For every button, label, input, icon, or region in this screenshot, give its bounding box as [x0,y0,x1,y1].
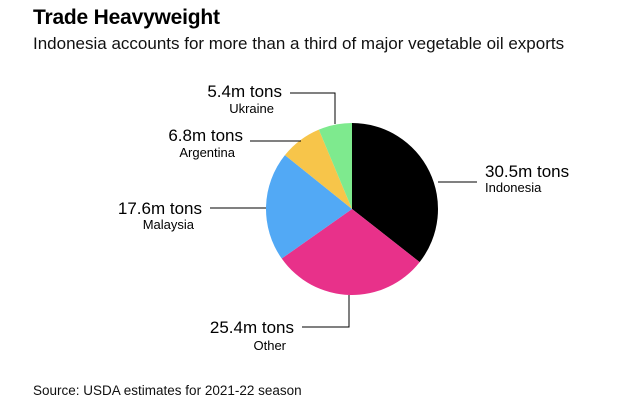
leader-line-ukraine [290,92,336,124]
slice-value-label-argentina: 6.8m tons [168,126,243,145]
slice-value-label-ukraine: 5.4m tons [207,82,282,101]
slice-value-label-malaysia: 17.6m tons [118,199,202,218]
source-note: Source: USDA estimates for 2021-22 seaso… [33,383,302,398]
slice-name-label-ukraine: Ukraine [229,101,274,116]
pie-slice-other [281,209,420,295]
leader-line-other [302,295,350,328]
chart-subtitle: Indonesia accounts for more than a third… [33,34,565,53]
pie-slices [266,123,438,295]
slice-name-label-other: Other [253,338,286,353]
pie-slice-argentina [284,129,352,209]
pie-slice-malaysia [266,155,352,259]
slice-value-label-indonesia: 30.5m tons [485,162,569,181]
pie-slice-indonesia [352,123,438,263]
pie-slice-ukraine [318,123,352,209]
chart-title: Trade Heavyweight [33,6,220,29]
slice-value-label-other: 25.4m tons [210,318,294,337]
slice-name-label-indonesia: Indonesia [485,180,542,195]
slice-name-label-argentina: Argentina [179,145,235,160]
slice-name-label-malaysia: Malaysia [143,217,195,232]
